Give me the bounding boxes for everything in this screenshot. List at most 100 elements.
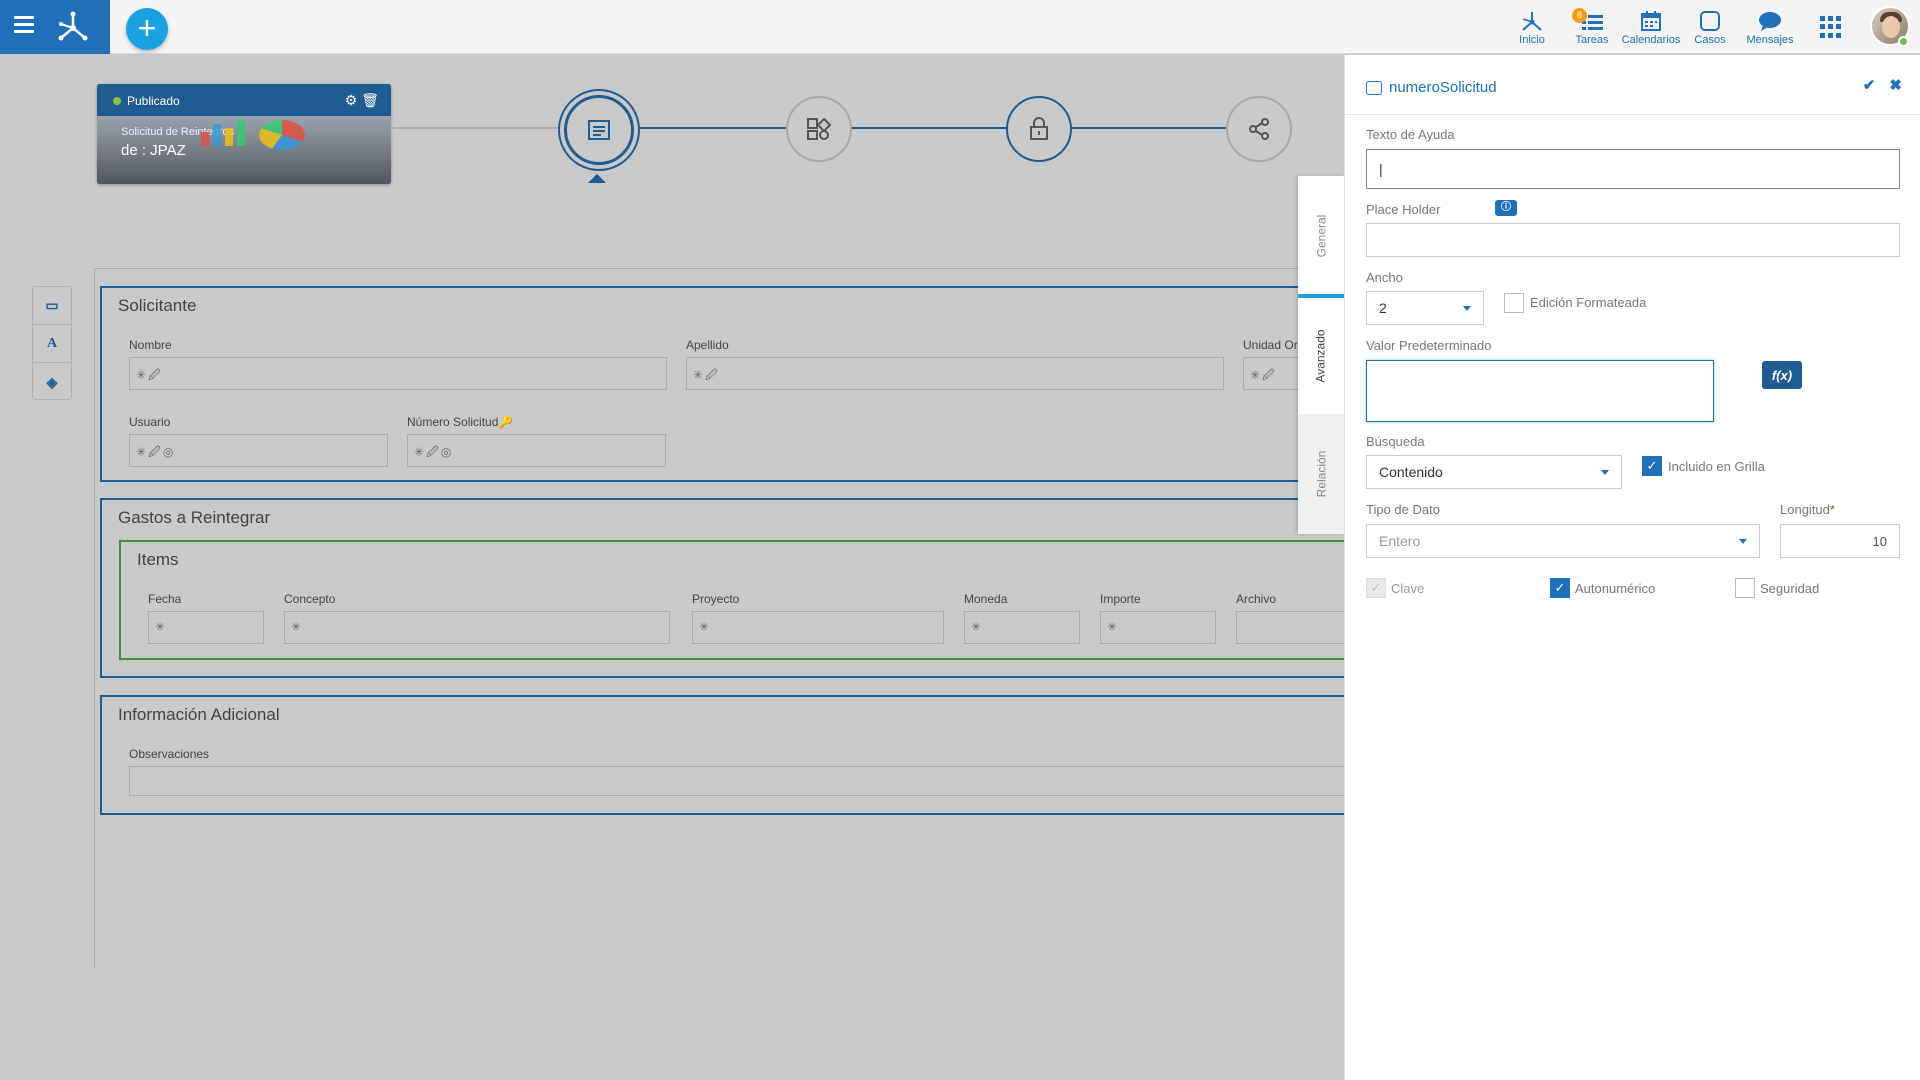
field-type-icon [1366, 80, 1382, 95]
add-button[interactable]: + [126, 8, 168, 50]
panel-header: numeroSolicitud ✔ ✖ [1345, 55, 1920, 115]
ancho-label: Ancho [1366, 270, 1403, 285]
field-nombre[interactable]: Nombre ✳🖉 [129, 338, 667, 390]
field-apellido[interactable]: Apellido ✳🖉 [686, 338, 1224, 390]
col-label: Archivo [1236, 592, 1277, 606]
key-icon: 🔑 [498, 415, 514, 429]
incluido-grilla-label: Incluido en Grilla [1668, 459, 1765, 474]
confirm-icon[interactable]: ✔ [1862, 77, 1876, 94]
clave-label: Clave [1391, 581, 1425, 596]
col-moneda[interactable]: Moneda ✳ [964, 592, 1080, 644]
laptop-icon[interactable]: ▭ [33, 287, 71, 325]
text-icon[interactable]: A [33, 325, 71, 363]
nav-casos[interactable]: Casos [1692, 6, 1728, 46]
clave-checkbox[interactable]: ✓ [1366, 578, 1386, 598]
ancho-select[interactable]: 2 [1366, 291, 1484, 325]
logo-icon[interactable] [56, 10, 90, 44]
field-box[interactable]: ✳ [1100, 611, 1216, 644]
nav-label: Calendarios [1621, 34, 1681, 46]
field-label: Nombre [129, 338, 172, 352]
seguridad-checkbox[interactable] [1735, 578, 1755, 598]
nav-label: Tareas [1575, 34, 1609, 46]
col-concepto[interactable]: Concepto ✳ [284, 592, 670, 644]
panel-title: numeroSolicitud [1366, 79, 1497, 96]
nav-calendarios[interactable]: Calendarios [1620, 6, 1682, 46]
chevron-down-icon [1739, 538, 1747, 544]
close-icon[interactable]: ✖ [1889, 77, 1902, 94]
side-toolbar: ▭ A ◈ [32, 286, 72, 400]
info-icon[interactable]: ⓘ [1495, 200, 1517, 216]
chart-decoration [201, 118, 245, 146]
tab-label: Avanzado [1314, 329, 1328, 383]
nav-label: Casos [1694, 34, 1726, 46]
field-observaciones[interactable]: Observaciones [129, 747, 1346, 796]
tab-relacion[interactable]: Relación [1298, 414, 1344, 534]
step-form[interactable] [564, 95, 634, 165]
col-importe[interactable]: Importe ✳ [1100, 592, 1216, 644]
trash-icon[interactable]: 🗑 [361, 92, 379, 108]
field-label: Observaciones [129, 747, 210, 761]
calendar-icon [1641, 11, 1661, 31]
shapes-icon [807, 117, 832, 140]
field-box[interactable]: ✳🖉◎ [407, 434, 666, 467]
online-status-icon [1898, 36, 1909, 47]
field-box[interactable]: ✳🖉 [129, 357, 667, 390]
col-label: Fecha [148, 592, 182, 606]
field-usuario[interactable]: Usuario ✳🖉◎ [129, 415, 388, 467]
chat-icon [1759, 12, 1781, 31]
avatar[interactable] [1870, 6, 1910, 46]
col-fecha[interactable]: Fecha ✳ [148, 592, 264, 644]
top-bar: + Inicio 8 Tareas Calendarios Casos Mens… [0, 0, 1920, 54]
process-card[interactable]: Publicado ⚙ 🗑 Solicitud de Reintegros de… [97, 84, 391, 184]
col-label: Importe [1100, 592, 1141, 606]
vertical-tabs: General Avanzado Relación [1298, 176, 1344, 534]
step-shapes[interactable] [786, 96, 852, 162]
menu-icon[interactable] [14, 16, 34, 36]
field-box[interactable] [1236, 611, 1351, 644]
texto-ayuda-input[interactable]: | [1366, 149, 1900, 189]
busqueda-select[interactable]: Contenido [1366, 455, 1622, 489]
field-box[interactable]: ✳🖉 [686, 357, 1224, 390]
tab-general[interactable]: General [1298, 176, 1344, 296]
autonumerico-label: Autonumérico [1575, 581, 1656, 596]
flow-line-active [640, 127, 1280, 129]
col-archivo[interactable]: Archivo [1236, 592, 1351, 644]
nav-tareas[interactable]: 8 Tareas [1572, 6, 1612, 46]
field-numero-solicitud[interactable]: Número Solicitud🔑 ✳🖉◎ [407, 415, 666, 467]
home-network-icon [1522, 12, 1542, 31]
tipo-dato-select[interactable]: Entero [1366, 524, 1760, 558]
seguridad-label: Seguridad [1760, 581, 1820, 596]
longitud-input[interactable]: 10 [1780, 524, 1900, 558]
edicion-formateada-checkbox[interactable] [1504, 293, 1524, 313]
field-box[interactable]: ✳ [148, 611, 264, 644]
col-proyecto[interactable]: Proyecto ✳ [692, 592, 944, 644]
formula-button[interactable]: f(x) [1762, 361, 1802, 389]
section-info-adicional: Información Adicional Observaciones [100, 695, 1346, 815]
tasks-badge: 8 [1572, 8, 1587, 23]
tab-avanzado[interactable]: Avanzado [1298, 294, 1344, 414]
field-box[interactable]: ✳ [284, 611, 670, 644]
place-holder-label: Place Holder [1366, 202, 1441, 217]
field-box[interactable] [129, 766, 1346, 796]
active-step-pointer [588, 174, 606, 183]
lock-icon [1030, 117, 1048, 140]
incluido-grilla-checkbox[interactable]: ✓ [1642, 456, 1662, 476]
nav-mensajes[interactable]: Mensajes [1744, 6, 1796, 46]
brand-area [0, 0, 110, 54]
field-box[interactable]: ✳ [692, 611, 944, 644]
place-holder-input[interactable] [1366, 223, 1900, 257]
cube-icon[interactable]: ◈ [46, 373, 58, 390]
nav-inicio[interactable]: Inicio [1514, 6, 1550, 46]
step-share[interactable] [1226, 96, 1292, 162]
autonumerico-checkbox[interactable]: ✓ [1550, 578, 1570, 598]
gear-icon[interactable]: ⚙ [344, 92, 358, 108]
valor-predeterminado-input[interactable] [1366, 360, 1714, 422]
valor-predeterminado-label: Valor Predeterminado [1366, 338, 1492, 353]
tab-label: Relación [1314, 450, 1329, 498]
step-security[interactable] [1006, 96, 1072, 162]
field-box[interactable]: ✳🖉◎ [129, 434, 388, 467]
pie-decoration [259, 120, 305, 150]
field-box[interactable]: ✳ [964, 611, 1080, 644]
apps-grid-icon[interactable] [1820, 16, 1842, 38]
process-canvas: Publicado ⚙ 🗑 Solicitud de Reintegros de… [0, 55, 1351, 1080]
